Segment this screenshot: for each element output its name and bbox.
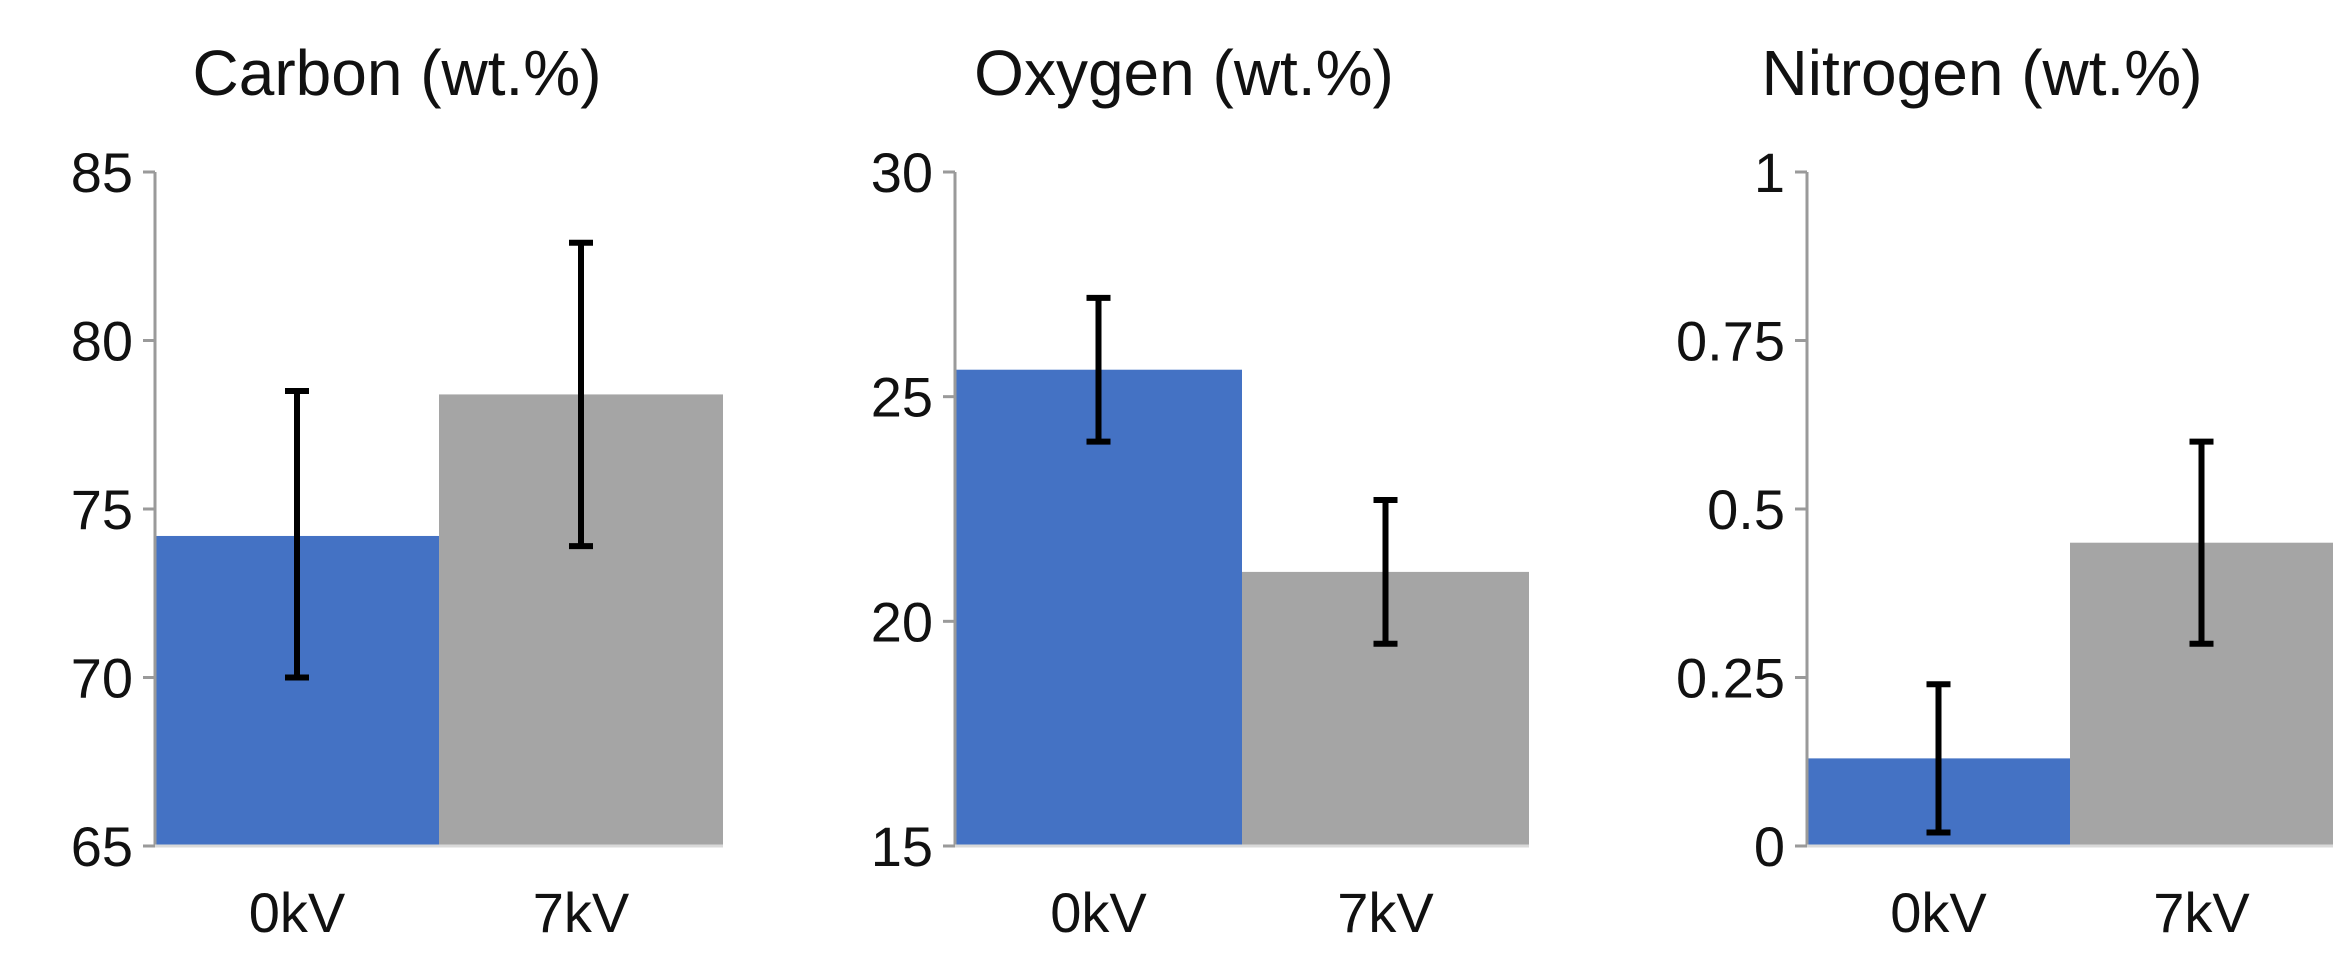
y-tick-label: 85 <box>71 141 133 204</box>
bar-0kv <box>955 369 1242 846</box>
y-tick-label: 0.25 <box>1676 647 1785 710</box>
y-tick-label: 15 <box>871 815 933 878</box>
chart-title: Carbon (wt.%) <box>193 37 602 109</box>
y-tick-label: 0 <box>1754 815 1785 878</box>
error-bar-0kv <box>1926 681 1951 836</box>
chart-title: Oxygen (wt.%) <box>974 37 1394 109</box>
x-category-label: 7kV <box>533 881 630 944</box>
x-category-label: 0kV <box>249 881 346 944</box>
y-tick-label: 1 <box>1754 141 1785 204</box>
y-tick-label: 65 <box>71 815 133 878</box>
x-category-label: 7kV <box>2153 881 2250 944</box>
y-tick-label: 0.5 <box>1707 478 1785 541</box>
y-tick-label: 80 <box>71 310 133 373</box>
x-category-label: 0kV <box>1050 881 1147 944</box>
error-bar-0kv <box>285 388 309 681</box>
y-tick-label: 30 <box>871 141 933 204</box>
y-tick-label: 70 <box>71 647 133 710</box>
x-category-label: 7kV <box>1337 881 1434 944</box>
x-category-label: 0kV <box>1890 881 1987 944</box>
chart-panel-2: 0 0.25 0.5 0.75 1 0kV 7kV Nitrogen (wt.%) <box>1676 37 2333 944</box>
error-bar-0kv <box>1086 294 1111 445</box>
error-bar-7kv <box>2189 438 2214 647</box>
chart-panel-0: 65 70 75 80 85 0kV 7kV Carbon (wt.%) <box>71 37 723 944</box>
y-tick-label: 20 <box>871 590 933 653</box>
error-bar-7kv <box>569 239 593 550</box>
chart-panel-1: 15 20 25 30 0kV 7kV Oxygen (wt.%) <box>871 37 1529 944</box>
y-tick-label: 75 <box>71 478 133 541</box>
error-bar-7kv <box>1373 497 1398 647</box>
chart-title: Nitrogen (wt.%) <box>1762 37 2203 109</box>
y-tick-label: 0.75 <box>1676 310 1785 373</box>
y-tick-label: 25 <box>871 366 933 429</box>
